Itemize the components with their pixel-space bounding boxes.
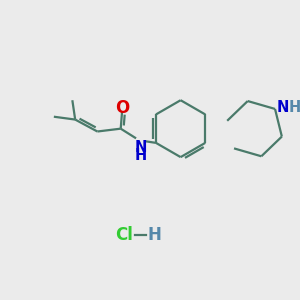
Text: H: H: [148, 226, 161, 244]
Text: Cl: Cl: [115, 226, 133, 244]
Text: N: N: [277, 100, 289, 115]
Text: N: N: [134, 140, 147, 155]
Text: H: H: [134, 148, 147, 163]
Text: O: O: [115, 99, 129, 117]
Text: H: H: [289, 100, 300, 115]
